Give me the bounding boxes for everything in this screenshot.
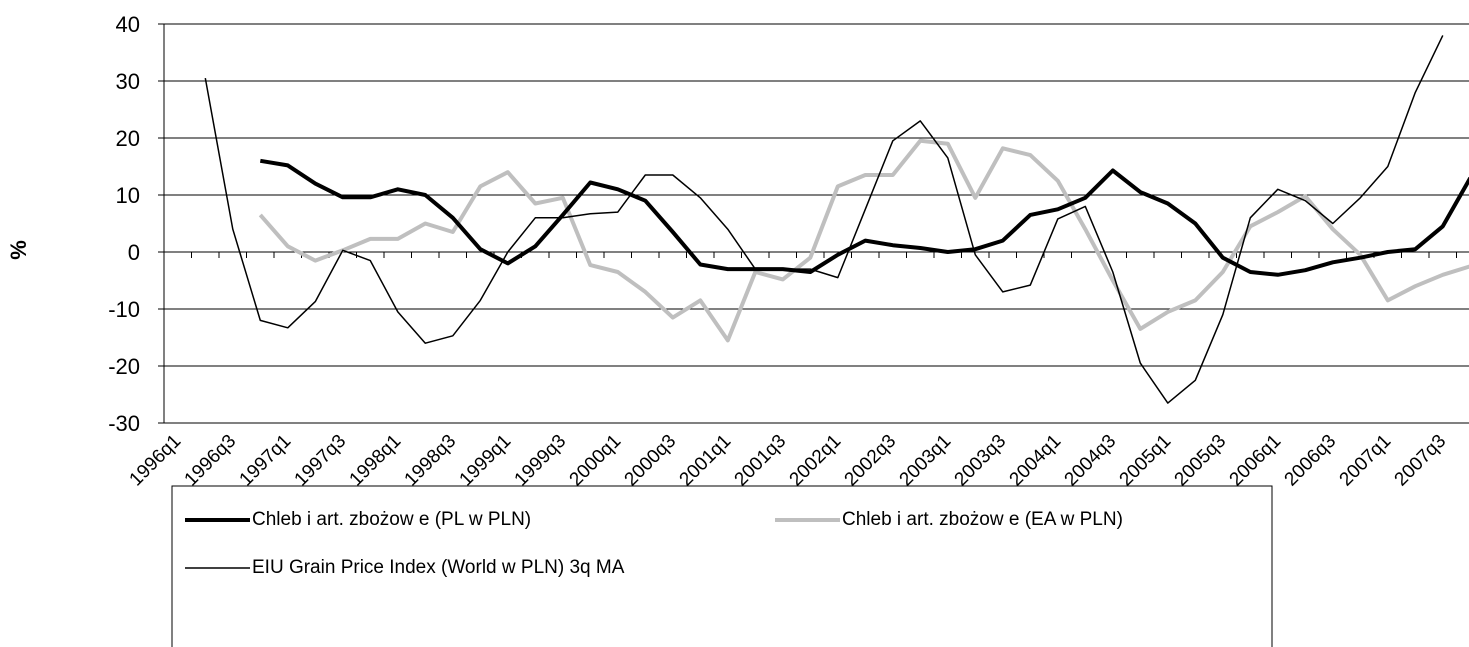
legend-label: EIU Grain Price Index (World w PLN) 3q M… bbox=[252, 557, 625, 578]
x-tick-label: 2006q1 bbox=[1226, 431, 1286, 491]
y-tick-label: 20 bbox=[116, 126, 140, 151]
x-tick-label: 1996q1 bbox=[126, 431, 186, 491]
x-tick-label: 2005q1 bbox=[1116, 431, 1176, 491]
x-tick-label: 2002q3 bbox=[841, 431, 901, 491]
x-tick-label: 2001q1 bbox=[676, 431, 736, 491]
series-line bbox=[258, 138, 1469, 343]
y-tick-label: 0 bbox=[128, 240, 140, 265]
y-tick-label: -30 bbox=[108, 411, 140, 436]
series-line bbox=[259, 158, 1469, 277]
y-tick-label: 30 bbox=[116, 69, 140, 94]
legend-label: Chleb i art. zbożow e (EA w PLN) bbox=[842, 509, 1123, 530]
y-tick-label: -10 bbox=[108, 297, 140, 322]
y-tick-label: 40 bbox=[116, 12, 140, 37]
x-tick-label: 2007q1 bbox=[1336, 431, 1396, 491]
x-tick-label: 2003q3 bbox=[951, 431, 1011, 491]
legend-label: Chleb i art. zbożow e (PL w PLN) bbox=[252, 509, 531, 530]
y-tick-label: -20 bbox=[108, 354, 140, 379]
x-tick-label: 1998q1 bbox=[346, 431, 406, 491]
x-tick-label: 1999q1 bbox=[456, 431, 516, 491]
x-tick-label: 2006q3 bbox=[1281, 431, 1341, 491]
x-tick-label: 2007q3 bbox=[1391, 431, 1451, 491]
x-tick-label: 2005q3 bbox=[1171, 431, 1231, 491]
y-axis-label: % bbox=[6, 240, 31, 260]
x-tick-label: 1996q3 bbox=[181, 431, 241, 491]
x-tick-label: 2004q1 bbox=[1006, 431, 1066, 491]
legend-box bbox=[171, 485, 1273, 647]
x-tick-label: 2001q3 bbox=[731, 431, 791, 491]
x-tick-label: 1997q1 bbox=[236, 431, 296, 491]
x-tick-label: 2000q1 bbox=[566, 431, 626, 491]
x-tick-label: 2003q1 bbox=[896, 431, 956, 491]
y-tick-label: 10 bbox=[116, 183, 140, 208]
x-tick-label: 2000q3 bbox=[621, 431, 681, 491]
x-tick-label: 1997q3 bbox=[291, 431, 351, 491]
x-tick-label: 1998q3 bbox=[401, 431, 461, 491]
x-tick-label: 2004q3 bbox=[1061, 431, 1121, 491]
x-tick-label: 2002q1 bbox=[786, 431, 846, 491]
x-tick-label: 1999q3 bbox=[511, 431, 571, 491]
